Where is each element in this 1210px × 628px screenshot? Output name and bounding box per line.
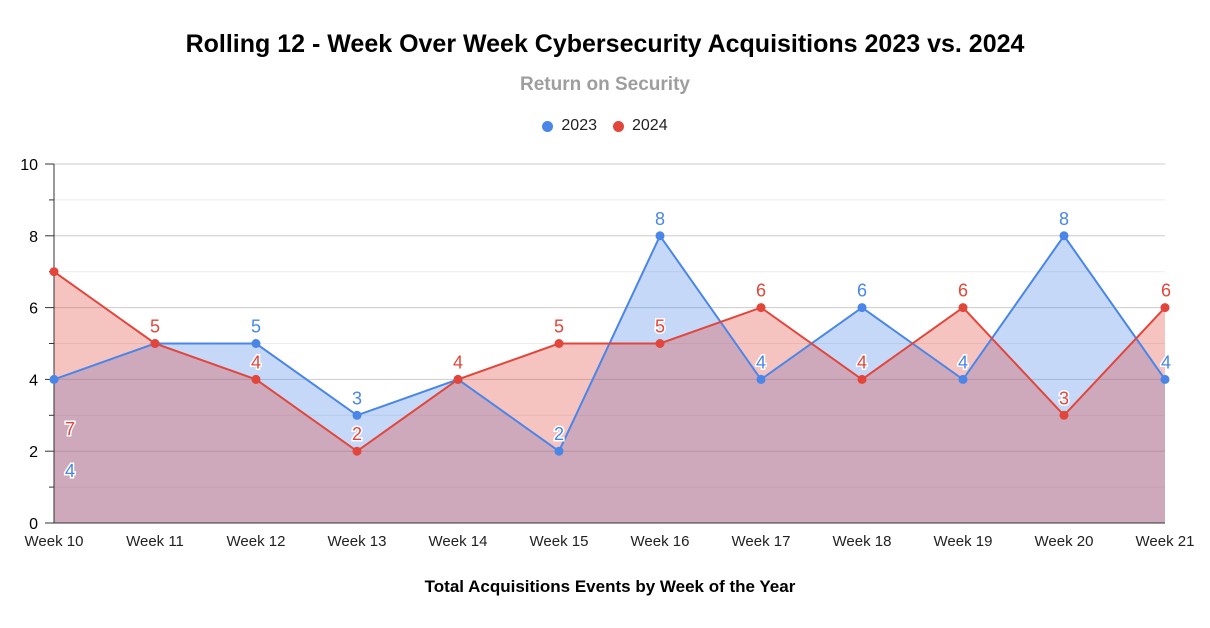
x-tick-label: Week 17 [732,533,791,550]
data-label-2023: 4 [1161,352,1171,372]
data-point-2024 [857,374,867,384]
x-axis-title: Total Acquisitions Events by Week of the… [424,577,796,596]
data-label-2023: 2 [554,424,564,444]
y-tick-label: 8 [29,229,38,246]
legend-label-2024: 2024 [632,117,668,134]
x-tick-label: Week 20 [1035,533,1094,550]
data-point-2024 [251,374,261,384]
x-tick-label: Week 15 [530,533,589,550]
series-line-2024 [53,270,1166,453]
data-point-2024 [453,374,463,384]
y-tick-label: 4 [29,372,38,389]
series-area-2024 [54,271,1165,523]
data-point-2023 [655,231,665,241]
data-label-2023: 8 [1059,209,1069,229]
y-tick-label: 0 [29,516,38,533]
x-tick-label: Week 12 [227,533,286,550]
data-point-2024 [49,267,59,277]
data-point-2024 [554,339,564,348]
data-label-2023: 3 [352,388,362,408]
data-point-2024 [1160,303,1170,313]
data-point-2023 [554,446,564,456]
chart-subtitle: Return on Security [520,74,690,95]
data-point-2023 [352,410,362,420]
data-label-2024: 2 [352,424,362,444]
data-point-2024 [655,339,665,348]
x-tick-label: Week 14 [429,533,488,550]
data-point-2023 [1160,374,1170,384]
x-tick-label: Week 13 [328,533,387,550]
data-point-2024 [756,303,766,313]
data-label-2023: 5 [251,317,261,337]
data-point-2024 [150,339,160,348]
x-tick-label: Week 21 [1136,533,1195,550]
data-label-2024: 3 [1059,388,1069,408]
y-tick-label: 6 [29,301,38,318]
x-tick-label: Week 10 [25,533,84,550]
data-label-2024: 4 [251,352,261,372]
legend-item-2023[interactable]: 2023 [542,117,597,135]
data-label-2023: 4 [756,352,766,372]
data-label-2024: 4 [857,352,867,372]
data-label-2024: 6 [756,281,766,301]
data-label-2023: 8 [655,209,665,229]
series-area-2023 [54,235,1165,524]
chart-title: Rolling 12 - Week Over Week Cybersecurit… [185,30,1025,58]
data-label-2024: 7 [65,419,75,439]
legend-marker-2024 [613,120,624,132]
data-point-2023 [251,339,261,348]
legend-marker-2023 [542,120,554,132]
data-label-2024: 5 [150,317,160,337]
y-tick-label: 2 [29,444,38,461]
data-label-2024: 5 [655,317,665,337]
x-tick-label: Week 18 [833,533,892,550]
data-label-2023: 4 [958,352,968,372]
x-tick-label: Week 16 [631,533,690,550]
data-point-2023 [756,374,766,384]
data-label-2024: 5 [554,317,564,337]
data-point-2023 [857,303,867,313]
chart-legend: 2023 2024 [0,117,1210,135]
legend-item-2024[interactable]: 2024 [613,117,668,135]
data-point-2023 [1059,231,1069,241]
data-label-2024: 6 [1161,281,1171,301]
data-label-2023: 4 [65,461,75,481]
data-point-2024 [352,446,362,456]
data-label-2024: 6 [958,281,968,301]
y-tick-label: 10 [20,157,38,174]
x-tick-label: Week 19 [934,533,993,550]
data-point-2024 [1059,410,1069,420]
data-point-2024 [958,303,968,313]
data-point-2023 [49,374,59,384]
legend-label-2023: 2023 [561,117,597,134]
data-label-2023: 6 [857,281,867,301]
data-point-2023 [958,374,968,384]
data-label-2024: 4 [453,352,463,372]
x-tick-label: Week 11 [126,533,184,550]
